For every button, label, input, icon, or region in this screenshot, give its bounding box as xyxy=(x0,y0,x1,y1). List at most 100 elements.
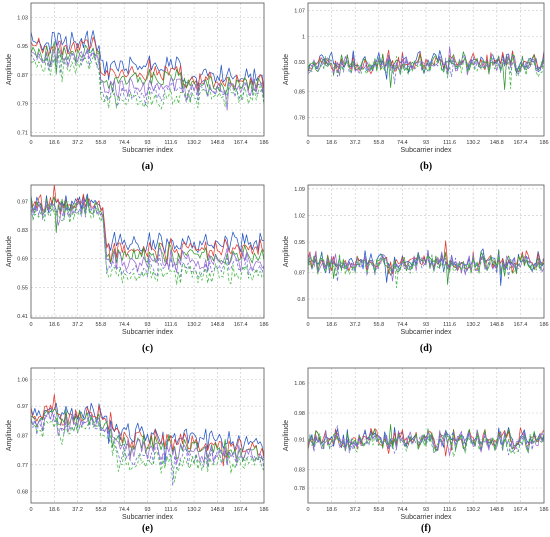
plot-border xyxy=(307,184,545,319)
x-tick-label: 74.4 xyxy=(119,507,130,513)
y-tick-label: 0.87 xyxy=(17,434,28,440)
x-axis-label: Subcarrier index xyxy=(401,329,452,336)
x-tick-label: 186 xyxy=(539,140,548,146)
x-tick-label: 55.8 xyxy=(96,507,107,513)
x-tick-label: 111.6 xyxy=(164,322,177,328)
y-tick-label: 0.79 xyxy=(17,102,28,108)
x-tick-label: 74.4 xyxy=(119,322,130,328)
y-tick-label: 0.41 xyxy=(17,314,28,320)
series-line-3 xyxy=(31,408,264,463)
series-line-2 xyxy=(31,185,264,265)
x-tick-label: 186 xyxy=(259,322,268,328)
panel-caption: (e) xyxy=(142,523,153,534)
chart-panel-b: 0 18.6 37.2 55.8 74.4 93 111.6 130.2 148.8 167.4 1… xyxy=(283,2,549,172)
y-tick-label: 1.06 xyxy=(294,381,305,387)
x-tick-label: 148.8 xyxy=(211,507,225,513)
x-axis-label: Subcarrier index xyxy=(401,514,452,521)
x-tick-label: 186 xyxy=(539,322,548,328)
plot-area xyxy=(308,185,544,318)
x-tick-label: 55.8 xyxy=(96,322,107,328)
series-line-6 xyxy=(308,253,544,289)
series-line-4 xyxy=(308,250,544,282)
x-tick-label: 130.2 xyxy=(187,140,201,146)
y-tick-label: 0.97 xyxy=(17,404,28,410)
series-line-3 xyxy=(308,424,544,453)
x-tick-label: 74.4 xyxy=(397,140,408,146)
x-tick-label: 167.4 xyxy=(514,322,528,328)
x-tick-label: 0 xyxy=(29,140,32,146)
x-tick-label: 0 xyxy=(306,322,309,328)
y-tick-label: 0.97 xyxy=(17,199,28,205)
y-tick-label: 1.02 xyxy=(294,213,305,219)
x-tick-label: 93 xyxy=(423,140,429,146)
series-line-5 xyxy=(308,252,544,282)
y-tick-label: 1.03 xyxy=(17,15,28,21)
y-tick-label: 0.83 xyxy=(294,467,305,473)
x-tick-label: 0 xyxy=(306,140,309,146)
x-tick-label: 37.2 xyxy=(350,322,361,328)
series-line-6 xyxy=(31,54,264,110)
y-tick-label: 0.69 xyxy=(17,257,28,263)
x-tick-label: 18.6 xyxy=(326,140,337,146)
y-axis-label: Amplitude xyxy=(6,420,13,451)
y-tick-label: 1.06 xyxy=(17,378,28,384)
series-line-3 xyxy=(31,41,264,98)
panel-caption: (c) xyxy=(142,343,153,354)
series-line-5 xyxy=(31,201,264,278)
series-line-6 xyxy=(308,53,544,89)
x-tick-label: 18.6 xyxy=(49,507,60,513)
x-tick-label: 167.4 xyxy=(234,140,248,146)
x-tick-label: 148.8 xyxy=(211,140,225,146)
plot-area xyxy=(308,3,544,136)
y-tick-label: 0.85 xyxy=(294,90,305,96)
y-tick-label: 0.95 xyxy=(17,44,28,50)
y-tick-label: 0.77 xyxy=(17,463,28,469)
y-tick-label: 0.8 xyxy=(297,297,305,303)
series-line-4 xyxy=(31,411,264,466)
series-line-1 xyxy=(31,30,264,90)
y-tick-label: 0.55 xyxy=(17,285,28,291)
series-line-5 xyxy=(308,54,544,85)
plot-border xyxy=(30,367,265,504)
x-tick-label: 148.8 xyxy=(490,322,504,328)
series-line-4 xyxy=(31,198,264,273)
x-tick-label: 111.6 xyxy=(164,507,177,513)
y-axis-label: Amplitude xyxy=(283,420,290,451)
chart-panel-a: 0 18.6 37.2 55.8 74.4 93 111.6 130.2 148.8 167.4 1… xyxy=(6,2,269,172)
x-axis-label: Subcarrier index xyxy=(122,147,173,154)
y-tick-label: 0.78 xyxy=(294,486,305,492)
plot-border xyxy=(30,184,265,319)
x-tick-label: 148.8 xyxy=(490,507,504,513)
series-line-4 xyxy=(308,46,544,77)
x-tick-label: 55.8 xyxy=(373,507,384,513)
series-line-2 xyxy=(31,36,264,92)
x-axis-label: Subcarrier index xyxy=(122,329,173,336)
x-tick-label: 0 xyxy=(29,507,32,513)
y-tick-label: 0.87 xyxy=(294,270,305,276)
x-tick-label: 167.4 xyxy=(514,507,528,513)
x-tick-label: 93 xyxy=(144,140,150,146)
x-tick-label: 74.4 xyxy=(119,140,130,146)
series-line-5 xyxy=(31,49,264,108)
x-tick-label: 37.2 xyxy=(72,507,83,513)
plot-border xyxy=(30,2,265,137)
x-tick-label: 167.4 xyxy=(514,140,528,146)
x-tick-label: 167.4 xyxy=(234,507,248,513)
x-tick-label: 74.4 xyxy=(397,322,408,328)
x-tick-label: 37.2 xyxy=(72,140,83,146)
plot-border xyxy=(307,2,545,137)
x-tick-label: 186 xyxy=(259,507,268,513)
x-tick-label: 111.6 xyxy=(443,140,456,146)
x-tick-label: 55.8 xyxy=(373,140,384,146)
y-tick-label: 0.83 xyxy=(17,228,28,234)
chart-panel-f: 0 18.6 37.2 55.8 74.4 93 111.6 130.2 148.8 167.4 1… xyxy=(283,367,549,534)
x-axis-label: Subcarrier index xyxy=(401,147,452,154)
series-line-5 xyxy=(308,425,544,456)
y-tick-label: 0.93 xyxy=(294,60,305,66)
y-axis-label: Amplitude xyxy=(283,54,290,85)
panel-caption: (f) xyxy=(421,523,431,534)
x-tick-label: 18.6 xyxy=(49,140,60,146)
y-axis-label: Amplitude xyxy=(6,236,13,267)
chart-panel-d: 0 18.6 37.2 55.8 74.4 93 111.6 130.2 148.8 167.4 1… xyxy=(283,184,549,354)
